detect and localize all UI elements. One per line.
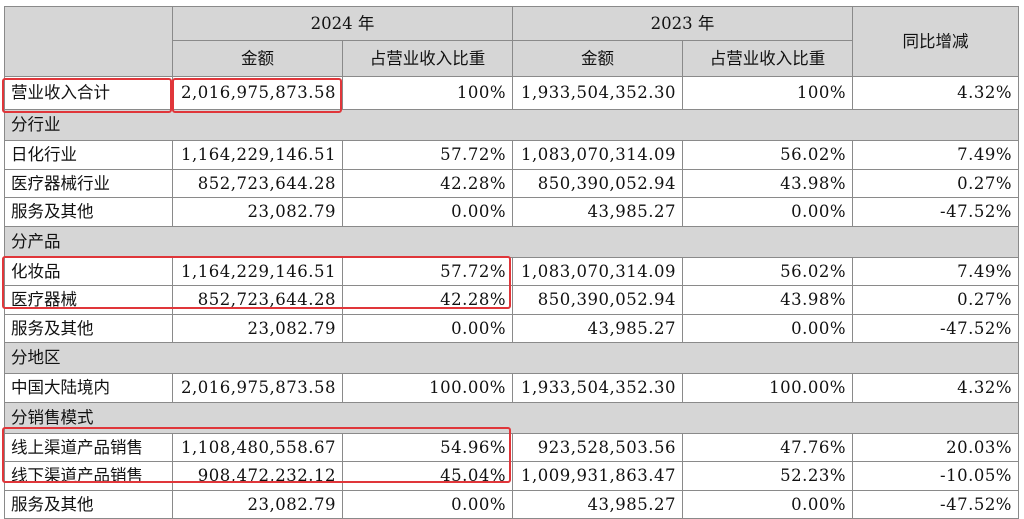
row-yoy: 0.27% [852, 285, 1019, 315]
total-amount-2023: 1,933,504,352.30 [512, 76, 683, 110]
table-row: 服务及其他 23,082.79 0.00% 43,985.27 0.00% -47.52% [4, 197, 1019, 227]
section-title: 分行业 [4, 109, 1019, 141]
row-amount-2024: 23,082.79 [172, 489, 343, 519]
row-ratio-2024: 100.00% [342, 373, 513, 403]
total-label: 营业收入合计 [4, 76, 173, 110]
section-header-row: 分产品 [4, 225, 1019, 258]
total-amount-2024: 2,016,975,873.58 [172, 76, 343, 110]
row-label: 线下渠道产品销售 [4, 461, 173, 491]
row-ratio-2023: 0.00% [682, 313, 853, 343]
header-blank-cell [4, 6, 173, 77]
revenue-table-container: 2024 年 2023 年 同比增减 金额 占营业收入比重 金额 占营业收入比重… [4, 6, 1019, 519]
row-amount-2023: 43,985.27 [512, 313, 683, 343]
table-row: 线下渠道产品销售 908,472,232.12 45.04% 1,009,931,86… [4, 461, 1019, 491]
total-ratio-2024: 100% [342, 76, 513, 110]
section-title: 分销售模式 [4, 401, 1019, 434]
revenue-breakdown-table: 2024 年 2023 年 同比增减 金额 占营业收入比重 金额 占营业收入比重… [4, 6, 1019, 519]
row-ratio-2024: 42.28% [342, 285, 513, 315]
header-year-2023: 2023 年 [512, 6, 853, 41]
header-amount-2023: 金额 [512, 40, 683, 77]
row-ratio-2024: 45.04% [342, 461, 513, 491]
row-ratio-2023: 56.02% [682, 256, 853, 286]
row-amount-2024: 23,082.79 [172, 313, 343, 343]
row-ratio-2024: 42.28% [342, 168, 513, 198]
table-row: 服务及其他 23,082.79 0.00% 43,985.27 0.00% -47.52% [4, 313, 1019, 343]
row-amount-2024: 908,472,232.12 [172, 461, 343, 491]
table-row: 医疗器械 852,723,644.28 42.28% 850,390,052.94 43… [4, 285, 1019, 315]
row-yoy: -10.05% [852, 461, 1019, 491]
section-header-row: 分销售模式 [4, 401, 1019, 434]
row-amount-2024: 852,723,644.28 [172, 168, 343, 198]
row-yoy: 7.49% [852, 256, 1019, 286]
row-amount-2024: 23,082.79 [172, 197, 343, 227]
row-ratio-2024: 57.72% [342, 140, 513, 170]
row-amount-2023: 923,528,503.56 [512, 432, 683, 462]
header-row-years: 2024 年 2023 年 同比增减 [4, 6, 1019, 77]
row-label: 线上渠道产品销售 [4, 432, 173, 462]
row-ratio-2023: 0.00% [682, 197, 853, 227]
row-ratio-2024: 54.96% [342, 432, 513, 462]
table-row: 医疗器械行业 852,723,644.28 42.28% 850,390,052.94… [4, 168, 1019, 198]
section-header-row: 分行业 [4, 109, 1019, 141]
row-yoy: 20.03% [852, 432, 1019, 462]
row-ratio-2023: 56.02% [682, 140, 853, 170]
row-ratio-2024: 57.72% [342, 256, 513, 286]
row-ratio-2023: 47.76% [682, 432, 853, 462]
total-yoy: 4.32% [852, 76, 1019, 110]
row-yoy: 0.27% [852, 168, 1019, 198]
header-year-2024: 2024 年 [172, 6, 513, 41]
section-title: 分地区 [4, 342, 1019, 374]
row-amount-2023: 1,083,070,314.09 [512, 256, 683, 286]
row-amount-2024: 2,016,975,873.58 [172, 373, 343, 403]
table-row: 日化行业 1,164,229,146.51 57.72% 1,083,070,314.… [4, 140, 1019, 170]
row-amount-2023: 850,390,052.94 [512, 285, 683, 315]
row-label: 化妆品 [4, 256, 173, 286]
total-ratio-2023: 100% [682, 76, 853, 110]
row-label: 医疗器械 [4, 285, 173, 315]
row-yoy: 7.49% [852, 140, 1019, 170]
row-label: 服务及其他 [4, 489, 173, 519]
row-yoy: -47.52% [852, 489, 1019, 519]
header-yoy: 同比增减 [852, 6, 1019, 77]
row-label: 日化行业 [4, 140, 173, 170]
total-row: 营业收入合计 2,016,975,873.58 100% 1,933,504,3… [4, 76, 1019, 110]
row-yoy: 4.32% [852, 373, 1019, 403]
row-ratio-2023: 52.23% [682, 461, 853, 491]
row-amount-2023: 1,933,504,352.30 [512, 373, 683, 403]
row-ratio-2023: 43.98% [682, 285, 853, 315]
row-label: 医疗器械行业 [4, 168, 173, 198]
table-row: 中国大陆境内 2,016,975,873.58 100.00% 1,933,504,3… [4, 373, 1019, 403]
row-amount-2023: 850,390,052.94 [512, 168, 683, 198]
row-ratio-2024: 0.00% [342, 489, 513, 519]
header-amount-2024: 金额 [172, 40, 343, 77]
row-amount-2023: 43,985.27 [512, 489, 683, 519]
header-ratio-2023: 占营业收入比重 [682, 40, 853, 77]
table-row: 线上渠道产品销售 1,108,480,558.67 54.96% 923,528,50… [4, 432, 1019, 462]
row-ratio-2023: 0.00% [682, 489, 853, 519]
row-label: 服务及其他 [4, 313, 173, 343]
row-ratio-2023: 100.00% [682, 373, 853, 403]
row-amount-2023: 43,985.27 [512, 197, 683, 227]
section-title: 分产品 [4, 225, 1019, 258]
header-ratio-2024: 占营业收入比重 [342, 40, 513, 77]
row-label: 中国大陆境内 [4, 373, 173, 403]
row-amount-2023: 1,009,931,863.47 [512, 461, 683, 491]
row-ratio-2024: 0.00% [342, 197, 513, 227]
section-header-row: 分地区 [4, 342, 1019, 374]
row-amount-2024: 1,108,480,558.67 [172, 432, 343, 462]
header-row-columns: 金额 占营业收入比重 金额 占营业收入比重 [5, 40, 1019, 77]
table-row: 化妆品 1,164,229,146.51 57.72% 1,083,070,314.0… [4, 256, 1019, 286]
table-row: 服务及其他 23,082.79 0.00% 43,985.27 0.00% -47.52% [4, 489, 1019, 519]
row-ratio-2024: 0.00% [342, 313, 513, 343]
row-amount-2024: 852,723,644.28 [172, 285, 343, 315]
row-amount-2024: 1,164,229,146.51 [172, 256, 343, 286]
row-label: 服务及其他 [4, 197, 173, 227]
row-ratio-2023: 43.98% [682, 168, 853, 198]
row-amount-2024: 1,164,229,146.51 [172, 140, 343, 170]
row-yoy: -47.52% [852, 197, 1019, 227]
row-yoy: -47.52% [852, 313, 1019, 343]
row-amount-2023: 1,083,070,314.09 [512, 140, 683, 170]
